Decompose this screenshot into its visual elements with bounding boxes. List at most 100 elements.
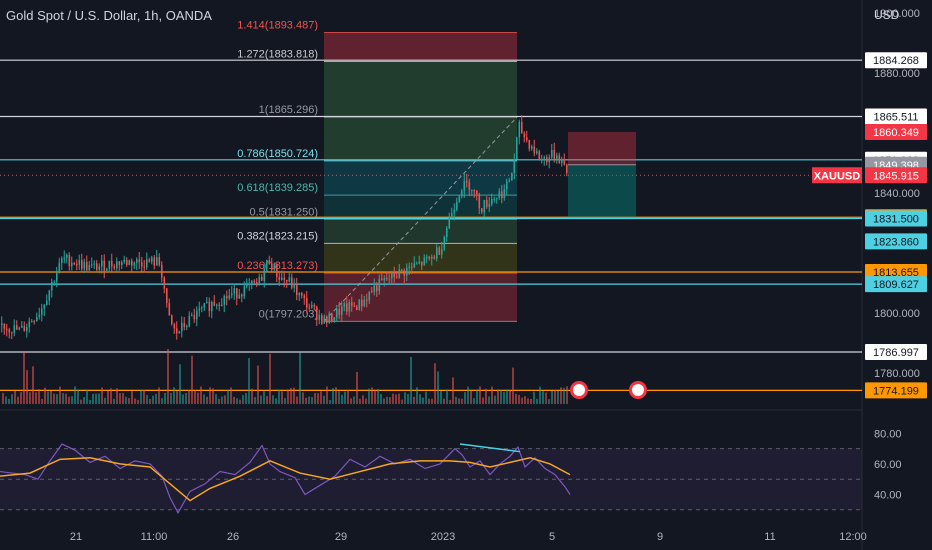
volume-bar bbox=[488, 396, 490, 404]
candle-body bbox=[348, 302, 351, 312]
volume-bar bbox=[155, 393, 157, 404]
volume-bar bbox=[560, 387, 562, 404]
volume-bar bbox=[23, 352, 25, 404]
candle-body bbox=[243, 286, 246, 297]
candle-body bbox=[496, 197, 498, 199]
symbol-badge bbox=[812, 167, 862, 184]
candle-body bbox=[546, 157, 548, 163]
volume-bar bbox=[485, 388, 487, 404]
volume-bar bbox=[65, 393, 67, 404]
level-badge-text: 1813.655 bbox=[873, 267, 919, 279]
level-badge-text: 1786.997 bbox=[873, 347, 919, 359]
volume-bar bbox=[353, 396, 355, 404]
candle-body bbox=[146, 259, 148, 268]
candle-body bbox=[458, 196, 461, 202]
candle-body bbox=[548, 157, 551, 163]
volume-bar bbox=[524, 396, 526, 404]
candle-body bbox=[271, 264, 273, 270]
volume-bar bbox=[212, 388, 214, 404]
candle-body bbox=[408, 266, 411, 268]
volume-bar bbox=[521, 397, 523, 404]
candle-body bbox=[106, 268, 108, 271]
volume-bar bbox=[152, 395, 154, 404]
volume-bar bbox=[221, 396, 223, 404]
volume-bar bbox=[254, 397, 256, 404]
volume-bar bbox=[284, 398, 286, 404]
fib-level-label: 1(1865.296) bbox=[259, 104, 318, 116]
candle-body bbox=[281, 277, 283, 280]
candle-body bbox=[306, 297, 308, 308]
short-position-tool[interactable] bbox=[568, 131, 636, 218]
volume-bar bbox=[473, 398, 475, 404]
candle-body bbox=[31, 321, 33, 323]
volume-bar bbox=[242, 395, 244, 404]
candle-body bbox=[533, 146, 536, 154]
candle-body bbox=[141, 262, 143, 267]
candle-body bbox=[468, 182, 471, 191]
volume-bar bbox=[251, 388, 253, 404]
volume-bar bbox=[341, 394, 343, 404]
volume-bar bbox=[356, 371, 358, 404]
candle-body bbox=[156, 257, 158, 266]
candle-body bbox=[101, 260, 103, 267]
candle-body bbox=[313, 305, 316, 307]
volume-bar bbox=[512, 367, 514, 404]
candle-body bbox=[16, 325, 18, 330]
candle-body bbox=[516, 137, 518, 160]
volume-bar bbox=[116, 388, 118, 404]
candle-body bbox=[111, 260, 113, 267]
fib-zone bbox=[324, 219, 517, 244]
fibonacci-retracement[interactable]: 1.414(1893.487) 1.272(1883.818) 1(1865.296… bbox=[237, 20, 518, 322]
volume-bar bbox=[164, 393, 166, 404]
candle-body bbox=[201, 307, 203, 309]
rsi-moving-average bbox=[0, 457, 571, 502]
candle-body bbox=[8, 329, 11, 333]
volume-bar bbox=[491, 386, 493, 404]
candle-body bbox=[563, 159, 566, 165]
candle-body bbox=[486, 199, 488, 207]
price-tick-label: 1780.000 bbox=[874, 368, 920, 380]
volume-bar bbox=[293, 387, 295, 404]
candle-body bbox=[181, 322, 183, 332]
level-badge bbox=[865, 264, 927, 281]
candle-body bbox=[296, 283, 298, 296]
volume-bar bbox=[107, 390, 109, 404]
candle-body bbox=[58, 262, 61, 273]
time-tick-label: 2023 bbox=[431, 531, 455, 543]
candle-body bbox=[68, 254, 71, 267]
volume-bar bbox=[77, 389, 79, 404]
volume-bar bbox=[110, 388, 112, 404]
volume-bar bbox=[317, 393, 319, 404]
volume-bar bbox=[206, 396, 208, 404]
volume-bar bbox=[215, 394, 217, 404]
candle-body bbox=[353, 305, 356, 307]
volume-bar bbox=[374, 389, 376, 404]
volume-bar bbox=[41, 398, 43, 404]
volume-bar bbox=[518, 394, 520, 404]
fib-level-label: 0.382(1823.215) bbox=[237, 230, 318, 242]
volume-bar bbox=[113, 398, 115, 404]
fib-level-label: 0.236(1813.273) bbox=[237, 260, 318, 272]
candle-body bbox=[23, 326, 26, 331]
level-badge bbox=[865, 276, 927, 293]
candle-body bbox=[113, 266, 116, 269]
volume-bar bbox=[455, 396, 457, 404]
candle-body bbox=[473, 190, 476, 192]
volume-bar bbox=[440, 391, 442, 404]
volume-bar bbox=[191, 355, 193, 404]
fib-level-label: 0.5(1831.250) bbox=[250, 206, 319, 218]
candle-body bbox=[46, 300, 48, 305]
candle-body bbox=[328, 313, 331, 324]
divergence-line bbox=[459, 443, 521, 453]
volume-bar bbox=[302, 392, 304, 404]
stop-price-badge bbox=[865, 123, 927, 140]
candle-body bbox=[211, 301, 213, 312]
position-stop-zone bbox=[568, 131, 636, 165]
candle-body bbox=[191, 315, 193, 317]
volume-bar bbox=[380, 393, 382, 404]
candle-body bbox=[276, 263, 278, 277]
rsi-band bbox=[0, 448, 862, 510]
volume-bar bbox=[47, 391, 49, 404]
volume-bar bbox=[143, 389, 145, 404]
